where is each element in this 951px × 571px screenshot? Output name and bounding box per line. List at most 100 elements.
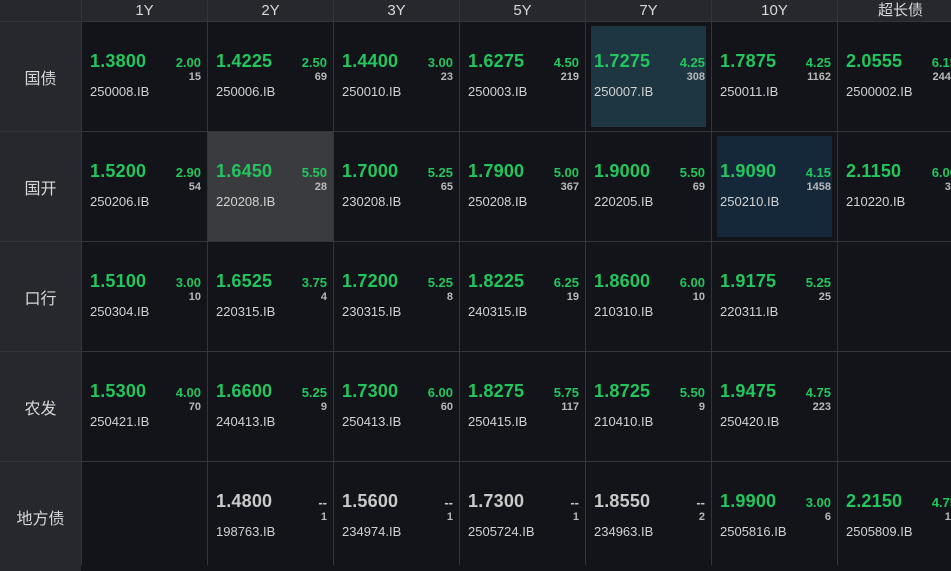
quote-coupon: 6.00 [427, 385, 453, 400]
quote-volume: 65 [440, 181, 453, 193]
quote-cell[interactable]: 1.9475 4.75 223 250420.IB [712, 352, 837, 461]
row-label[interactable]: 地方债 [0, 462, 81, 571]
row-label[interactable]: 国债 [0, 22, 81, 131]
quote-volume: 19 [566, 291, 579, 303]
quote-volume: 25 [818, 291, 831, 303]
quote-cell[interactable]: 1.7300 6.00 60 250413.IB [334, 352, 459, 461]
quote-volume: 34 [944, 181, 951, 193]
quote-cell[interactable]: 1.4400 3.00 23 250010.IB [334, 22, 459, 131]
bond-code: 2505809.IB [846, 524, 913, 539]
quote-cell[interactable]: 1.8600 6.00 10 210310.IB [586, 242, 711, 351]
column-header[interactable]: 2Y [208, 0, 333, 21]
quote-coupon: 3.75 [301, 275, 327, 290]
quote-cell[interactable]: 1.5100 3.00 10 250304.IB [82, 242, 207, 351]
quote-coupon: 4.15 [805, 165, 831, 180]
quote-price: 1.9175 [720, 271, 777, 291]
quote-cell[interactable]: 1.9900 3.00 6 2505816.IB [712, 462, 837, 571]
quote-cell[interactable]: 1.8550 -- 2 234963.IB [586, 462, 711, 571]
row-label[interactable]: 农发 [0, 352, 81, 461]
quote-price: 1.3800 [90, 51, 147, 71]
quote-price: 1.8225 [468, 271, 525, 291]
bond-code: 230208.IB [342, 194, 402, 209]
quote-volume: 8 [446, 291, 453, 303]
column-header[interactable]: 5Y [460, 0, 585, 21]
quote-cell[interactable]: 1.9000 5.50 69 220205.IB [586, 132, 711, 241]
quote-coupon: 5.50 [679, 165, 705, 180]
bond-code: 234963.IB [594, 524, 654, 539]
quote-cell[interactable]: 2.2150 4.7515 2505809.IB [838, 462, 951, 571]
quote-cell[interactable]: 1.7875 4.25 1162 250011.IB [712, 22, 837, 131]
quote-volume: 1 [320, 511, 327, 523]
quote-cell[interactable]: 1.6600 5.25 9 240413.IB [208, 352, 333, 461]
quote-cell[interactable]: 1.7300 -- 1 2505724.IB [460, 462, 585, 571]
bond-code: 234974.IB [342, 524, 402, 539]
quote-price: 1.6600 [216, 381, 273, 401]
quote-price: 1.7875 [720, 51, 777, 71]
quote-volume: 1 [572, 511, 579, 523]
bond-code: 220311.IB [720, 304, 779, 319]
quote-cell[interactable]: 1.8225 6.25 19 240315.IB [460, 242, 585, 351]
quote-cell[interactable]: 1.5300 4.00 70 250421.IB [82, 352, 207, 461]
header-corner [0, 0, 81, 21]
bond-code: 240315.IB [468, 304, 528, 319]
quote-volume: 1162 [807, 71, 831, 83]
column-header[interactable]: 10Y [712, 0, 837, 21]
column-header[interactable]: 3Y [334, 0, 459, 21]
quote-coupon: 5.50 [301, 165, 327, 180]
bond-code: 250415.IB [468, 414, 528, 429]
quote-coupon: 5.75 [553, 385, 579, 400]
bond-code: 250003.IB [468, 84, 528, 99]
quote-coupon: 6.00 [679, 275, 705, 290]
quote-price: 1.9000 [594, 161, 651, 181]
quote-coupon: 2.00 [175, 55, 201, 70]
quote-price: 1.9900 [720, 491, 777, 511]
quote-cell[interactable]: 1.7275 4.25 308 250007.IB [586, 22, 711, 131]
quote-coupon: 3.00 [805, 495, 831, 510]
quote-volume: 28 [314, 181, 327, 193]
quote-cell[interactable]: 1.4225 2.50 69 250006.IB [208, 22, 333, 131]
quote-cell[interactable]: 2.0555 6.152440 2500002.IB [838, 22, 951, 131]
selection-highlight [717, 136, 832, 237]
quote-cell[interactable]: 1.9090 4.15 1458 250210.IB [712, 132, 837, 241]
quote-cell[interactable]: 1.5600 -- 1 234974.IB [334, 462, 459, 571]
bond-code: 250007.IB [594, 84, 654, 99]
quote-coupon: 5.50 [679, 385, 705, 400]
bond-code: 250006.IB [216, 84, 276, 99]
quote-cell[interactable]: 1.7900 5.00 367 250208.IB [460, 132, 585, 241]
quote-coupon: 3.00 [427, 55, 453, 70]
quote-cell[interactable]: 1.5200 2.90 54 250206.IB [82, 132, 207, 241]
bond-code: 210310.IB [594, 304, 654, 319]
quote-cell[interactable]: 2.1150 6.0034 210220.IB [838, 132, 951, 241]
quote-cell[interactable]: 1.6525 3.75 4 220315.IB [208, 242, 333, 351]
quote-volume: 9 [698, 401, 705, 413]
quote-volume: 219 [560, 71, 579, 83]
column-header[interactable]: 超长债 [838, 0, 951, 21]
quote-cell[interactable]: 1.6450 5.50 28 220208.IB [208, 132, 333, 241]
quote-cell[interactable]: 1.8725 5.50 9 210410.IB [586, 352, 711, 461]
quote-volume: 70 [188, 401, 201, 413]
quote-cell[interactable]: 1.9175 5.25 25 220311.IB [712, 242, 837, 351]
column-header[interactable]: 1Y [82, 0, 207, 21]
quote-price: 1.4800 [216, 491, 273, 511]
quote-cell[interactable]: 1.6275 4.50 219 250003.IB [460, 22, 585, 131]
quote-coupon: 2.90 [175, 165, 201, 180]
quote-coupon: 3.00 [175, 275, 201, 290]
row-label[interactable]: 国开 [0, 132, 81, 241]
quote-price: 1.7300 [468, 491, 525, 511]
quote-price: 1.5600 [342, 491, 399, 511]
quote-cell[interactable]: 1.4800 -- 1 198763.IB [208, 462, 333, 571]
column-header[interactable]: 7Y [586, 0, 711, 21]
quote-coupon: 4.00 [175, 385, 201, 400]
quote-price: 1.6275 [468, 51, 525, 71]
row-label[interactable]: 口行 [0, 242, 81, 351]
quote-cell[interactable]: 1.8275 5.75 117 250415.IB [460, 352, 585, 461]
quote-cell[interactable]: 1.3800 2.00 15 250008.IB [82, 22, 207, 131]
quote-volume: 1458 [806, 181, 831, 193]
quote-cell[interactable]: 1.7200 5.25 8 230315.IB [334, 242, 459, 351]
quote-price: 1.6525 [216, 271, 273, 291]
quote-coupon: 6.25 [553, 275, 579, 290]
quote-coupon: 5.00 [553, 165, 579, 180]
quote-cell[interactable]: 1.7000 5.25 65 230208.IB [334, 132, 459, 241]
quote-price: 2.2150 [846, 491, 903, 511]
